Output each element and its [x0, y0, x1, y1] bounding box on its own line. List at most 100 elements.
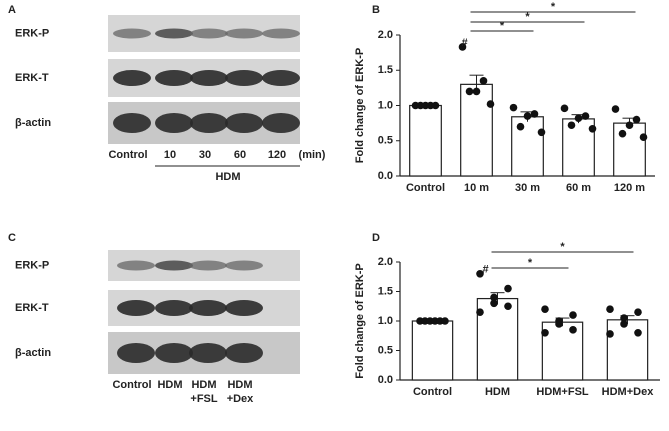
bar: [613, 122, 646, 177]
comparison-label: *: [528, 257, 533, 269]
y-tick-label: 2.0: [378, 29, 393, 41]
x-tick-label: Control: [413, 386, 452, 398]
row-label: β-actin: [15, 117, 51, 129]
bar: [409, 104, 442, 177]
panel-label: B: [372, 4, 380, 16]
y-tick-label: 1.5: [378, 64, 393, 76]
group-label: HDM: [215, 171, 240, 183]
data-point: [606, 305, 614, 314]
data-point: [509, 103, 518, 112]
data-point: [574, 114, 583, 122]
blot-band: [225, 260, 263, 271]
data-point: [476, 308, 484, 316]
bar: [606, 319, 649, 381]
panel-label: A: [8, 4, 16, 16]
data-point: [620, 320, 628, 328]
lane-label: 60: [234, 149, 246, 161]
x-tick-label: 120 m: [614, 182, 645, 194]
lane-label: 30: [199, 149, 211, 161]
blot-band: [189, 300, 227, 316]
blot-band: [155, 343, 193, 363]
bar: [411, 320, 454, 381]
data-point: [541, 305, 549, 314]
data-point: [516, 122, 525, 131]
blot-band: [155, 260, 193, 271]
lane-label: +Dex: [227, 393, 254, 405]
lane-label: 10: [164, 149, 176, 161]
row-label: ERK-P: [15, 27, 49, 39]
bar: [460, 83, 493, 177]
y-tick-label: 0.0: [378, 374, 393, 386]
data-point: [458, 43, 467, 51]
blot-band: [225, 343, 263, 363]
blot-band: [113, 28, 151, 39]
blot-band: [117, 300, 155, 316]
y-tick-label: 1.0: [378, 315, 393, 327]
blot-band: [189, 260, 227, 271]
data-point: [639, 133, 648, 142]
data-point: [486, 100, 495, 108]
data-point: [476, 270, 484, 278]
data-point: [472, 87, 481, 96]
blot-band: [225, 28, 263, 39]
data-point: [588, 124, 597, 133]
unit-label: (min): [299, 149, 326, 161]
x-tick-label: 10 m: [464, 182, 489, 194]
lane-label: HDM: [191, 379, 216, 391]
data-point: [431, 101, 440, 110]
blot-band: [262, 70, 300, 86]
data-point: [490, 293, 498, 302]
row-label: ERK-T: [15, 302, 49, 314]
data-point: [611, 105, 620, 113]
blot-band: [113, 70, 151, 86]
data-point: [634, 329, 642, 337]
y-tick-label: 0.0: [378, 170, 393, 182]
x-tick-label: HDM+Dex: [602, 386, 655, 398]
significance-marker: #: [482, 264, 488, 276]
data-point: [569, 311, 577, 319]
x-tick-label: HDM+FSL: [536, 386, 589, 398]
blot-band: [190, 28, 228, 39]
row-label: β-actin: [15, 347, 51, 359]
row-label: ERK-T: [15, 72, 49, 84]
lane-label: 120: [268, 149, 286, 161]
significance-marker: #: [461, 37, 467, 49]
data-point: [504, 302, 512, 311]
blot-band: [155, 28, 193, 39]
data-point: [618, 129, 627, 138]
data-point: [490, 299, 498, 308]
data-point: [606, 330, 614, 338]
data-point: [541, 329, 549, 337]
bar: [511, 116, 544, 177]
y-tick-label: 1.5: [378, 285, 393, 297]
y-tick-label: 1.0: [378, 99, 393, 111]
data-point: [560, 104, 569, 113]
blot-band: [113, 113, 151, 133]
data-point: [537, 128, 546, 137]
comparison-label: *: [560, 241, 565, 253]
lane-label: Control: [108, 149, 147, 161]
data-point: [634, 308, 642, 316]
x-tick-label: HDM: [485, 386, 510, 398]
blot-band: [189, 343, 227, 363]
data-point: [441, 317, 449, 325]
y-tick-label: 0.5: [378, 344, 393, 356]
x-tick-label: 30 m: [515, 182, 540, 194]
blot-band: [155, 113, 193, 133]
lane-label: Control: [112, 379, 151, 391]
panel-label: D: [372, 232, 380, 244]
data-point: [555, 320, 563, 328]
x-tick-label: 60 m: [566, 182, 591, 194]
panel-label: C: [8, 232, 16, 244]
data-point: [632, 115, 641, 124]
data-point: [504, 284, 512, 293]
blot-band: [225, 113, 263, 133]
comparison-label: *: [500, 20, 505, 32]
lane-label: HDM: [227, 379, 252, 391]
row-label: ERK-P: [15, 259, 49, 271]
y-axis-label: Fold change of ERK-P: [354, 263, 366, 379]
blot-band: [190, 70, 228, 86]
data-point: [530, 110, 539, 118]
y-tick-label: 0.5: [378, 135, 393, 147]
data-point: [625, 121, 634, 130]
